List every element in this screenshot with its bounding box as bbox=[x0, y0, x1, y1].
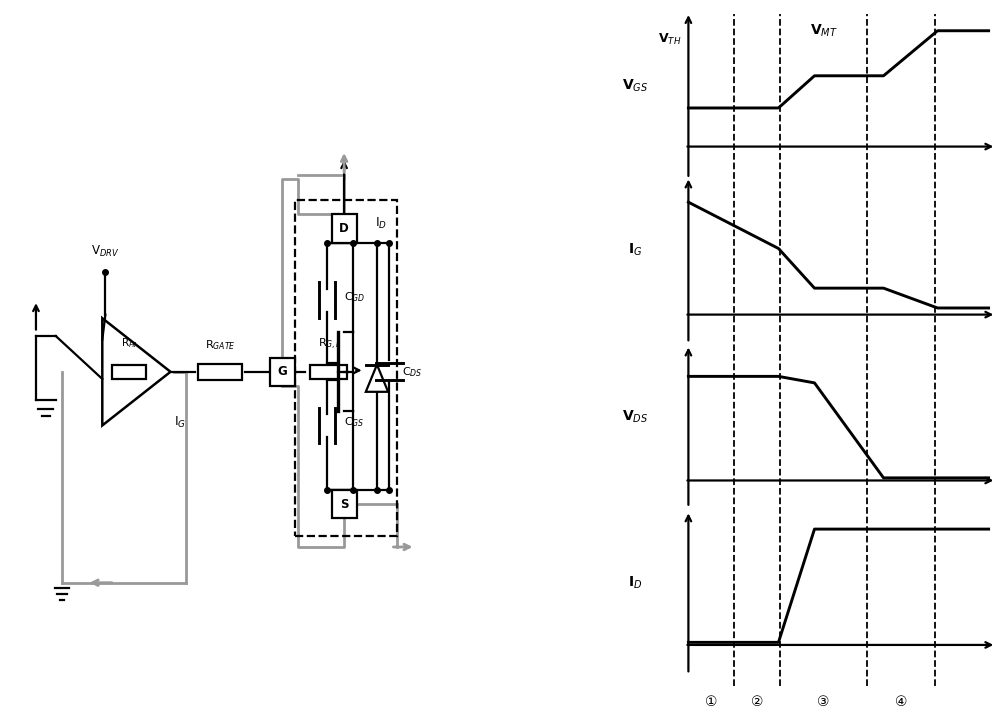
Text: V$_{TH}$: V$_{TH}$ bbox=[658, 32, 681, 47]
Text: ②: ② bbox=[751, 695, 763, 709]
Text: R$_{HI}$: R$_{HI}$ bbox=[121, 337, 137, 350]
Text: D: D bbox=[339, 222, 349, 235]
Bar bbox=[294, 200, 397, 536]
Text: V$_{MT}$: V$_{MT}$ bbox=[810, 23, 838, 39]
Text: C$_{GS}$: C$_{GS}$ bbox=[344, 415, 365, 429]
Bar bbox=[198, 364, 242, 380]
Text: R$_{G,I}$: R$_{G,I}$ bbox=[318, 337, 340, 352]
Text: ①: ① bbox=[705, 695, 717, 709]
Text: S: S bbox=[340, 498, 348, 511]
Text: I$_D$: I$_D$ bbox=[628, 575, 642, 591]
Text: V$_{DRV}$: V$_{DRV}$ bbox=[91, 244, 120, 259]
Text: C$_{DS}$: C$_{DS}$ bbox=[402, 365, 422, 379]
Text: I$_G$: I$_G$ bbox=[174, 415, 186, 430]
Text: C$_{GD}$: C$_{GD}$ bbox=[344, 290, 366, 304]
Bar bbox=[270, 358, 294, 386]
Text: ③: ③ bbox=[817, 695, 830, 709]
Text: G: G bbox=[277, 365, 287, 378]
Text: I$_D$: I$_D$ bbox=[375, 215, 387, 231]
Text: I$_G$: I$_G$ bbox=[628, 242, 642, 258]
Polygon shape bbox=[366, 365, 388, 392]
Bar bbox=[332, 214, 357, 243]
Text: R$_{GATE}$: R$_{GATE}$ bbox=[205, 338, 236, 352]
Text: V$_{DS}$: V$_{DS}$ bbox=[622, 408, 648, 425]
Bar bbox=[332, 490, 357, 518]
Text: V$_{GS}$: V$_{GS}$ bbox=[622, 78, 648, 94]
Bar bbox=[112, 365, 146, 379]
Text: ④: ④ bbox=[895, 695, 907, 709]
Bar bbox=[310, 365, 347, 379]
